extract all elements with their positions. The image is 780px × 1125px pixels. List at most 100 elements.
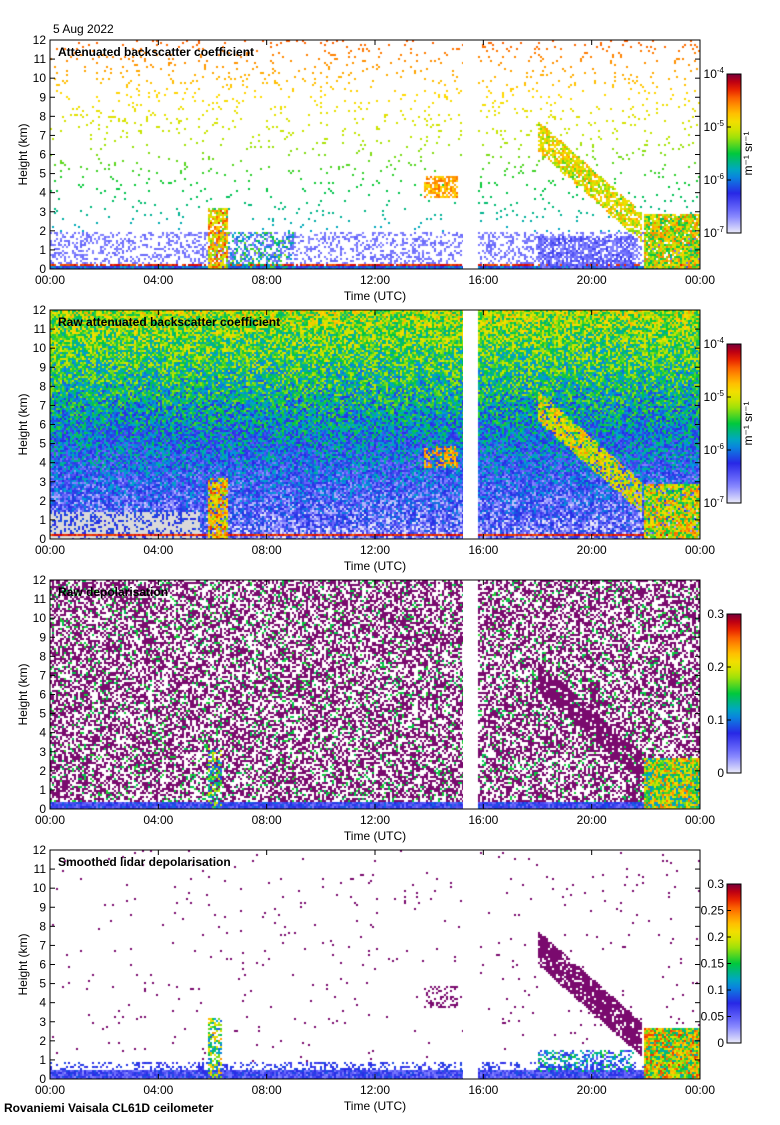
x-tick-label: 00:00 <box>35 273 65 287</box>
heatmap-image <box>50 580 700 809</box>
y-tick-label: 2 <box>39 764 46 778</box>
colorbar-tick-label: 10-6 <box>704 172 725 187</box>
y-tick-label: 2 <box>39 224 46 238</box>
x-tick-label: 20:00 <box>577 813 607 827</box>
data-gap <box>463 850 477 1079</box>
colorbar-tick-label: 0 <box>717 766 724 780</box>
x-tick-label: 04:00 <box>143 1083 173 1097</box>
y-tick-label: 0 <box>39 1072 46 1086</box>
x-tick-label: 00:00 <box>685 543 715 557</box>
y-tick-label: 8 <box>39 649 46 663</box>
x-tick-label: 04:00 <box>143 273 173 287</box>
colorbar-tick-label: 0.1 <box>707 713 724 727</box>
instrument-footer: Rovaniemi Vaisala CL61D ceilometer <box>4 1101 214 1115</box>
y-axis-label: Height (km) <box>16 123 30 185</box>
y-tick-label: 4 <box>39 726 46 740</box>
y-tick-label: 4 <box>39 996 46 1010</box>
y-tick-label: 3 <box>39 475 46 489</box>
colorbar-tick-label: 0.2 <box>707 660 724 674</box>
y-tick-label: 7 <box>39 938 46 952</box>
y-tick-label: 7 <box>39 398 46 412</box>
y-tick-label: 8 <box>39 919 46 933</box>
x-tick-label: 20:00 <box>577 273 607 287</box>
colorbar-tick-label: 10-5 <box>704 119 725 134</box>
x-tick-label: 16:00 <box>468 1083 498 1097</box>
colorbar-tick-label: 10-7 <box>704 225 725 240</box>
y-tick-label: 0 <box>39 802 46 816</box>
x-tick-label: 00:00 <box>685 1083 715 1097</box>
x-tick-label: 12:00 <box>360 273 390 287</box>
data-gap <box>463 40 477 269</box>
y-tick-label: 10 <box>33 341 47 355</box>
y-tick-label: 8 <box>39 109 46 123</box>
colorbar-tick-label: 0.15 <box>701 957 725 971</box>
y-tick-label: 9 <box>39 360 46 374</box>
y-tick-label: 6 <box>39 418 46 432</box>
y-tick-label: 0 <box>39 532 46 546</box>
colorbar-tick-label: 0.3 <box>707 607 724 621</box>
data-gap <box>463 580 477 809</box>
x-tick-label: 16:00 <box>468 273 498 287</box>
x-tick-label: 00:00 <box>35 813 65 827</box>
y-tick-label: 5 <box>39 167 46 181</box>
y-tick-label: 3 <box>39 745 46 759</box>
colorbar-tick-label: 0 <box>717 1036 724 1050</box>
y-tick-label: 5 <box>39 707 46 721</box>
panel-title: Smoothed lidar depolarisation <box>58 855 231 869</box>
y-tick-label: 11 <box>34 322 47 336</box>
y-tick-label: 9 <box>39 90 46 104</box>
x-tick-label: 04:00 <box>143 543 173 557</box>
y-axis-label: Height (km) <box>16 933 30 995</box>
y-tick-label: 3 <box>39 205 46 219</box>
x-tick-label: 08:00 <box>252 813 282 827</box>
panel-1: Attenuated backscatter coefficient012345… <box>16 33 755 303</box>
colorbar-tick-label: 0.3 <box>707 877 724 891</box>
panel-4: Smoothed lidar depolarisation01234567891… <box>16 843 742 1113</box>
y-tick-label: 1 <box>39 1053 46 1067</box>
colorbar-tick-label: 10-4 <box>704 336 725 351</box>
x-axis-label: Time (UTC) <box>344 829 406 843</box>
colorbar-tick-label: 10-5 <box>704 389 725 404</box>
y-tick-label: 7 <box>39 668 46 682</box>
y-tick-label: 12 <box>33 573 47 587</box>
y-tick-label: 0 <box>39 262 46 276</box>
x-tick-label: 12:00 <box>360 543 390 557</box>
y-tick-label: 12 <box>33 303 47 317</box>
y-tick-label: 5 <box>39 977 46 991</box>
y-tick-label: 9 <box>39 630 46 644</box>
y-tick-label: 1 <box>39 513 46 527</box>
colorbar-tick-label: 0.25 <box>701 904 725 918</box>
x-tick-label: 16:00 <box>468 543 498 557</box>
y-tick-label: 5 <box>39 437 46 451</box>
heatmap-image <box>50 850 700 1079</box>
y-axis-label: Height (km) <box>16 393 30 455</box>
y-tick-label: 10 <box>33 881 47 895</box>
y-tick-label: 1 <box>39 783 46 797</box>
colorbar <box>726 73 742 234</box>
colorbar-tick-label: 10-4 <box>704 66 725 81</box>
x-tick-label: 00:00 <box>35 543 65 557</box>
x-tick-label: 20:00 <box>577 1083 607 1097</box>
heatmap-image <box>50 40 700 269</box>
panel-2: Raw attenuated backscatter coefficient 0 1… <box>16 303 755 573</box>
x-tick-label: 00:00 <box>685 813 715 827</box>
y-tick-label: 11 <box>34 862 47 876</box>
y-tick-label: 11 <box>34 592 47 606</box>
panel-title: Raw attenuated backscatter coefficient <box>58 315 280 329</box>
y-tick-label: 10 <box>33 611 47 625</box>
y-tick-label: 12 <box>33 843 47 857</box>
y-tick-label: 4 <box>39 186 46 200</box>
y-tick-label: 3 <box>39 1015 46 1029</box>
x-tick-label: 00:00 <box>35 1083 65 1097</box>
x-tick-label: 12:00 <box>360 813 390 827</box>
y-tick-label: 2 <box>39 494 46 508</box>
data-gap <box>463 310 477 539</box>
x-tick-label: 00:00 <box>685 273 715 287</box>
colorbar <box>726 613 742 774</box>
date-label: 5 Aug 2022 <box>53 22 114 36</box>
y-tick-label: 8 <box>39 379 46 393</box>
y-tick-label: 6 <box>39 688 46 702</box>
x-tick-label: 04:00 <box>143 813 173 827</box>
